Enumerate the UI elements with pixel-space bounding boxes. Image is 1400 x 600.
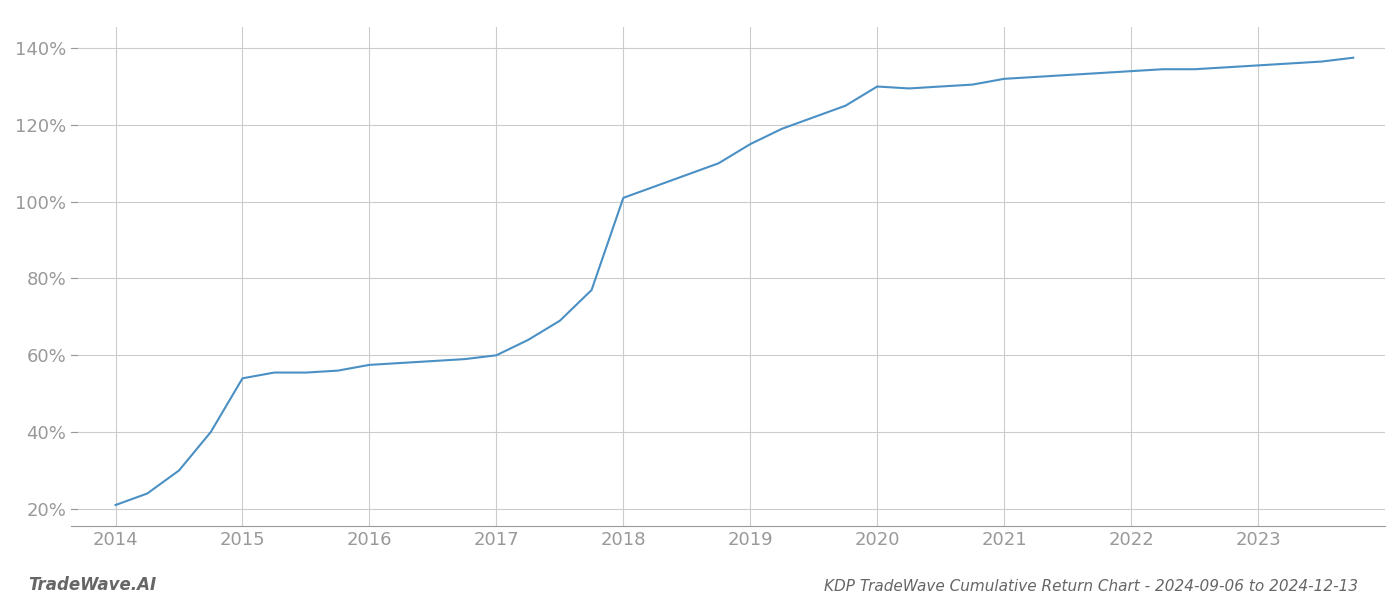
Text: KDP TradeWave Cumulative Return Chart - 2024-09-06 to 2024-12-13: KDP TradeWave Cumulative Return Chart - … [823, 579, 1358, 594]
Text: TradeWave.AI: TradeWave.AI [28, 576, 157, 594]
